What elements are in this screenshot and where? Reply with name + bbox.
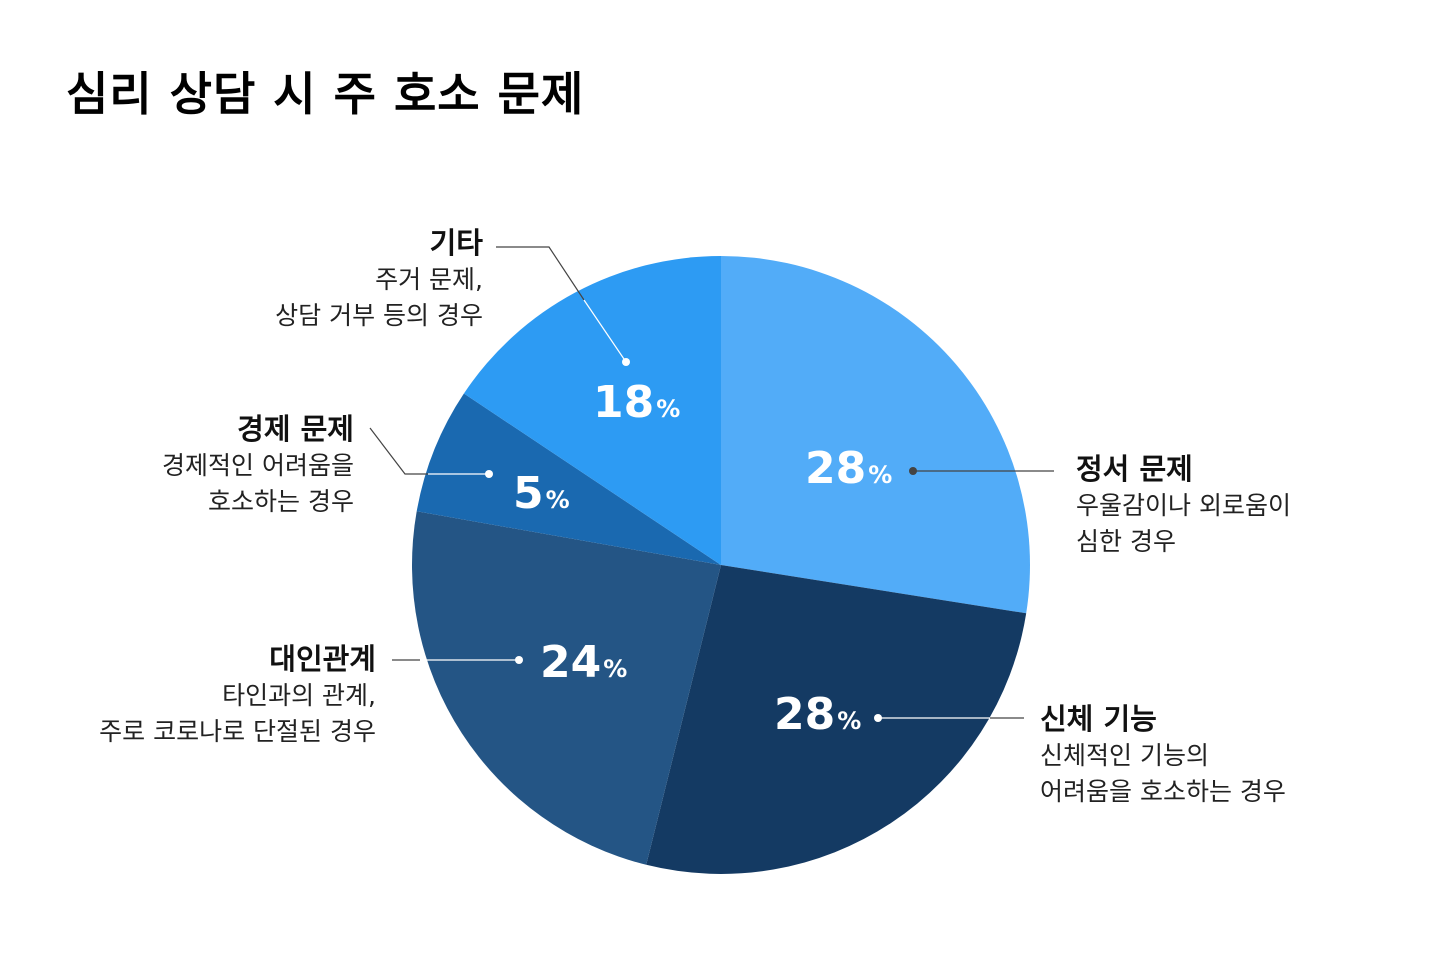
callout-title: 대인관계 xyxy=(269,642,376,676)
percent-symbol: % xyxy=(868,461,893,489)
callout-physical: 신체 기능 신체적인 기능의 어려움을 호소하는 경우 xyxy=(1040,700,1286,810)
slice-economic[interactable] xyxy=(416,393,721,566)
leader-line-emotional xyxy=(909,467,1054,475)
callout-desc-line1: 경제적인 어려움을 xyxy=(162,451,354,480)
callout-title: 기타 xyxy=(429,226,483,260)
callout-emotional: 정서 문제 우울감이나 외로움이 심한 경우 xyxy=(1076,450,1291,560)
callout-title: 경제 문제 xyxy=(237,412,354,446)
slice-physical[interactable] xyxy=(646,565,1027,874)
callout-desc-line1: 주거 문제, xyxy=(375,265,483,294)
value-economic: 5% xyxy=(513,472,570,516)
callout-desc-line1: 우울감이나 외로움이 xyxy=(1076,491,1291,520)
value-emotional: 28% xyxy=(805,447,892,491)
callout-desc-line2: 호소하는 경우 xyxy=(208,487,354,516)
callout-title: 정서 문제 xyxy=(1076,452,1193,486)
callout-relationships: 대인관계 타인과의 관계, 주로 코로나로 단절된 경우 xyxy=(99,640,376,750)
callout-desc-line2: 어려움을 호소하는 경우 xyxy=(1040,777,1286,806)
chart-title: 심리 상담 시 주 호소 문제 xyxy=(66,67,585,121)
value-number: 18 xyxy=(593,377,655,428)
value-number: 24 xyxy=(540,637,602,688)
value-physical: 28% xyxy=(774,693,861,737)
callout-desc-line2: 상담 거부 등의 경우 xyxy=(275,301,483,330)
callout-desc-line2: 주로 코로나로 단절된 경우 xyxy=(99,717,376,746)
callout-other: 기타 주거 문제, 상담 거부 등의 경우 xyxy=(275,224,483,334)
value-other: 18% xyxy=(593,381,680,425)
percent-symbol: % xyxy=(603,655,628,683)
value-number: 28 xyxy=(805,443,867,494)
callout-desc-line1: 타인과의 관계, xyxy=(222,681,376,710)
value-number: 5 xyxy=(513,468,544,519)
callout-desc-line2: 심한 경우 xyxy=(1076,527,1176,556)
slice-relationships[interactable] xyxy=(411,511,721,865)
percent-symbol: % xyxy=(656,395,681,423)
callout-economic: 경제 문제 경제적인 어려움을 호소하는 경우 xyxy=(162,410,354,520)
percent-symbol: % xyxy=(837,707,862,735)
leader-line-other xyxy=(496,246,630,366)
leader-line-economic xyxy=(369,427,493,478)
value-number: 28 xyxy=(774,689,836,740)
slice-emotional[interactable] xyxy=(721,256,1030,614)
slice-other[interactable] xyxy=(463,256,721,565)
callout-desc-line1: 신체적인 기능의 xyxy=(1040,741,1209,770)
callout-title: 신체 기능 xyxy=(1040,702,1157,736)
percent-symbol: % xyxy=(545,486,570,514)
leader-line-physical xyxy=(874,714,1024,722)
leader-line-relationships xyxy=(392,656,523,664)
value-relationships: 24% xyxy=(540,641,627,685)
